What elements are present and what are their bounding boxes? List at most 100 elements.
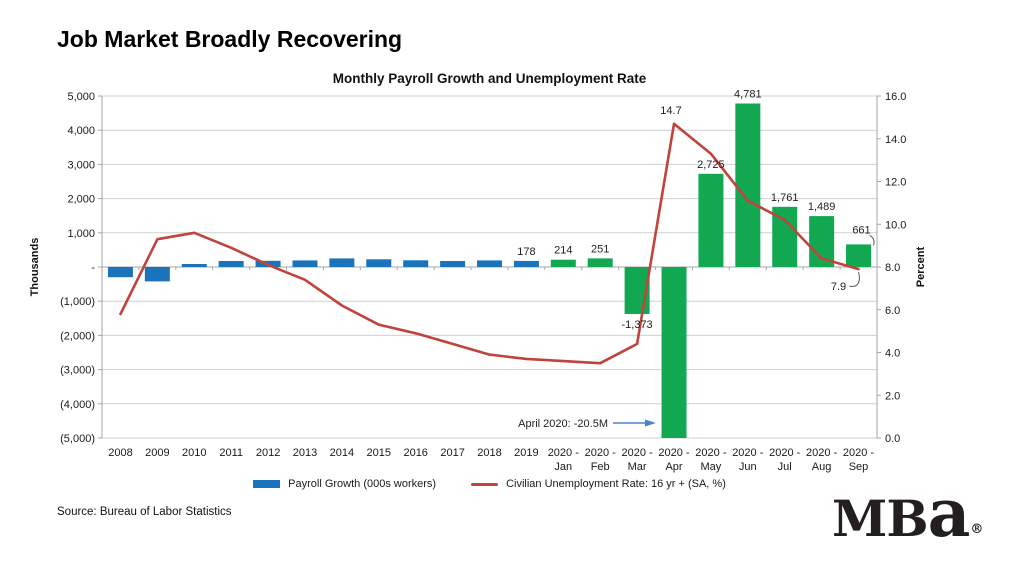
x-tick-month-label: Aug bbox=[812, 461, 832, 473]
line-label-leader bbox=[849, 272, 860, 287]
bar-value-label: 4,781 bbox=[734, 89, 762, 101]
x-tick-month-label: Sep bbox=[849, 461, 869, 473]
april-annotation: April 2020: -20.5M bbox=[518, 418, 608, 430]
right-axis-tick-label: 2.0 bbox=[885, 390, 900, 402]
left-axis-tick-label: 3,000 bbox=[67, 159, 95, 171]
x-tick-label: 2020 - bbox=[585, 447, 617, 459]
annotation-arrow-icon bbox=[645, 419, 656, 427]
left-axis-tick-label: - bbox=[91, 262, 95, 274]
x-tick-label: 2020 - bbox=[732, 447, 764, 459]
payroll-bar-2014 bbox=[329, 258, 355, 267]
right-axis-title: Percent bbox=[915, 246, 927, 287]
unemployment-line bbox=[119, 122, 860, 365]
x-tick-label: 2020 - bbox=[843, 447, 875, 459]
left-axis-tick-label: (2,000) bbox=[60, 330, 95, 342]
x-tick-month-label: Jun bbox=[739, 461, 757, 473]
mba-logo: MBa® bbox=[832, 480, 983, 546]
right-axis-tick-label: 6.0 bbox=[885, 305, 900, 317]
left-axis-tick-label: 2,000 bbox=[67, 194, 95, 206]
bar-label-leader bbox=[869, 234, 875, 246]
right-axis-tick-label: 0.0 bbox=[885, 433, 900, 445]
payroll-bar-2008 bbox=[107, 267, 133, 278]
x-tick-label: 2020 - bbox=[548, 447, 580, 459]
left-axis-title: Thousands bbox=[29, 238, 41, 297]
payroll-bar-2020 Apr bbox=[661, 267, 687, 438]
x-tick-label: 2020 - bbox=[695, 447, 727, 459]
legend-item-unemployment: Civilian Unemployment Rate: 16 yr + (SA,… bbox=[471, 478, 726, 490]
right-axis-tick-label: 14.0 bbox=[885, 134, 906, 146]
bar-value-label: 251 bbox=[591, 243, 609, 255]
x-tick-label: 2010 bbox=[182, 447, 206, 459]
bar-value-label: 661 bbox=[852, 224, 870, 236]
right-axis-tick-label: 8.0 bbox=[885, 262, 900, 274]
logo-text-a: a bbox=[927, 474, 971, 552]
chart-legend: Payroll Growth (000s workers) Civilian U… bbox=[102, 478, 877, 490]
x-tick-label: 2018 bbox=[477, 447, 501, 459]
x-tick-label: 2019 bbox=[514, 447, 538, 459]
x-tick-label: 2020 - bbox=[806, 447, 838, 459]
x-tick-label: 2009 bbox=[145, 447, 169, 459]
bar-value-label: 1,761 bbox=[771, 192, 799, 204]
bar-value-label: 1,489 bbox=[808, 201, 836, 213]
left-axis-tick-label: 5,000 bbox=[67, 91, 95, 103]
payroll-bar-2011 bbox=[218, 261, 244, 267]
x-tick-label: 2014 bbox=[330, 447, 354, 459]
x-tick-label: 2012 bbox=[256, 447, 280, 459]
x-tick-label: 2020 - bbox=[769, 447, 801, 459]
legend-item-payroll: Payroll Growth (000s workers) bbox=[253, 478, 436, 490]
payroll-bar-2010 bbox=[181, 264, 207, 267]
left-axis-tick-label: (4,000) bbox=[60, 399, 95, 411]
right-axis-tick-label: 16.0 bbox=[885, 91, 906, 103]
right-axis-tick-label: 4.0 bbox=[885, 348, 900, 360]
payroll-bar-2020 Jan bbox=[550, 259, 576, 267]
payroll-bar-2015 bbox=[366, 259, 392, 267]
chart-title: Monthly Payroll Growth and Unemployment … bbox=[332, 71, 647, 86]
payroll-bar-2009 bbox=[144, 267, 170, 282]
payroll-bar-2013 bbox=[292, 260, 318, 267]
registered-mark-icon: ® bbox=[970, 522, 984, 537]
x-tick-label: 2015 bbox=[367, 447, 391, 459]
payroll-bar-2020 Sep bbox=[846, 244, 872, 267]
x-tick-month-label: Feb bbox=[591, 461, 610, 473]
legend-label-payroll: Payroll Growth (000s workers) bbox=[288, 478, 437, 490]
logo-text: MB bbox=[832, 489, 929, 548]
payroll-swatch-icon bbox=[253, 480, 281, 488]
left-axis-tick-label: (1,000) bbox=[60, 296, 95, 308]
payroll-bar-2016 bbox=[403, 260, 429, 267]
x-tick-month-label: Jan bbox=[554, 461, 572, 473]
payroll-bar-2019 bbox=[513, 260, 539, 267]
x-tick-month-label: Mar bbox=[628, 461, 647, 473]
line-peak-label: 14.7 bbox=[660, 105, 681, 117]
right-axis-tick-label: 12.0 bbox=[885, 177, 906, 189]
bar-value-label: -1,373 bbox=[621, 319, 652, 331]
x-tick-label: 2013 bbox=[293, 447, 317, 459]
line-end-label: 7.9 bbox=[831, 281, 846, 293]
x-tick-label: 2020 - bbox=[658, 447, 690, 459]
x-tick-label: 2011 bbox=[219, 447, 243, 459]
page-title: Job Market Broadly Recovering bbox=[57, 26, 403, 52]
payroll-bar-2020 Jun bbox=[735, 103, 761, 267]
payroll-bar-2020 May bbox=[698, 173, 724, 267]
bar-value-label: 214 bbox=[554, 245, 572, 257]
x-tick-month-label: Apr bbox=[665, 461, 682, 473]
bar-value-label: 2,725 bbox=[697, 159, 725, 171]
x-tick-month-label: May bbox=[701, 461, 722, 473]
legend-label-unemployment: Civilian Unemployment Rate: 16 yr + (SA,… bbox=[506, 478, 726, 490]
right-axis-tick-label: 10.0 bbox=[885, 219, 906, 231]
left-axis-tick-label: 1,000 bbox=[67, 228, 95, 240]
left-axis-tick-label: 4,000 bbox=[67, 125, 95, 137]
x-tick-label: 2020 - bbox=[621, 447, 653, 459]
payroll-bar-2020 Feb bbox=[587, 258, 613, 267]
x-tick-label: 2016 bbox=[403, 447, 427, 459]
bar-value-label: 178 bbox=[517, 246, 535, 258]
payroll-bar-2017 bbox=[440, 261, 466, 267]
unemployment-swatch-icon bbox=[471, 482, 499, 486]
left-axis-tick-label: (3,000) bbox=[60, 365, 95, 377]
left-axis-tick-label: (5,000) bbox=[60, 433, 95, 445]
x-tick-label: 2017 bbox=[440, 447, 464, 459]
source-note: Source: Bureau of Labor Statistics bbox=[57, 506, 232, 518]
x-tick-month-label: Jul bbox=[778, 461, 792, 473]
x-tick-label: 2008 bbox=[108, 447, 132, 459]
